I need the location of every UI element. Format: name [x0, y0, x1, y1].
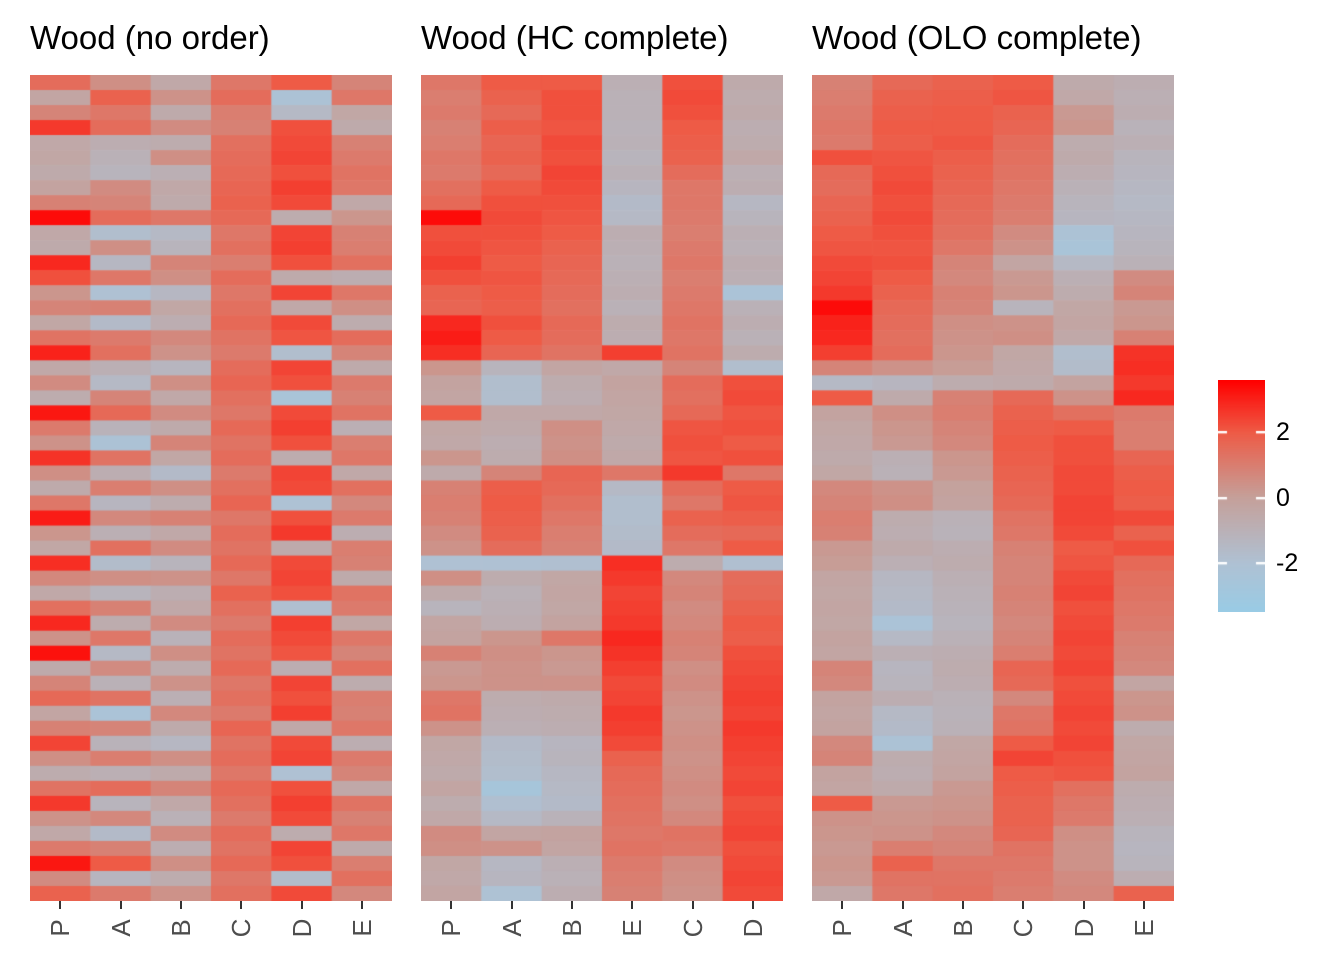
x-axis-label: B — [165, 919, 196, 937]
x-axis-tick — [510, 901, 513, 909]
x-axis-tick — [360, 901, 363, 909]
x-axis-label: C — [226, 918, 257, 938]
heatmap-no-order — [30, 75, 392, 901]
x-axis-tick — [450, 901, 453, 909]
panel-title-olo-complete: Wood (OLO complete) — [812, 19, 1142, 56]
x-axis-tick — [570, 901, 573, 909]
x-axis-label: P — [436, 919, 467, 937]
x-axis-label: E — [1128, 919, 1159, 937]
x-axis-label: B — [947, 919, 978, 937]
x-axis-label: D — [737, 918, 768, 938]
x-axis-tick — [1142, 901, 1145, 909]
x-axis-tick — [300, 901, 303, 909]
x-axis-tick — [59, 901, 62, 909]
legend-tick-label: 2 — [1276, 418, 1290, 447]
x-axis-label: D — [1068, 918, 1099, 938]
x-axis-label: A — [496, 919, 527, 937]
x-axis-tick — [1022, 901, 1025, 909]
x-axis-tick — [240, 901, 243, 909]
x-axis-tick — [1082, 901, 1085, 909]
x-axis-tick — [961, 901, 964, 909]
x-axis-tick — [841, 901, 844, 909]
x-axis-tick — [901, 901, 904, 909]
x-axis-label: B — [556, 919, 587, 937]
x-axis-label: E — [617, 919, 648, 937]
x-axis-tick — [751, 901, 754, 909]
heatmap-hc-complete — [421, 75, 783, 901]
x-axis-label: A — [887, 919, 918, 937]
x-axis-label: C — [677, 918, 708, 938]
x-axis-tick — [631, 901, 634, 909]
legend-tick-label: 0 — [1276, 483, 1290, 512]
x-axis-label: E — [346, 919, 377, 937]
x-axis-label: D — [286, 918, 317, 938]
legend-tick-label: -2 — [1276, 548, 1299, 577]
x-axis-tick — [119, 901, 122, 909]
x-axis-label: C — [1008, 918, 1039, 938]
heatmap-olo-complete — [812, 75, 1174, 901]
x-axis-label: A — [105, 919, 136, 937]
legend-colorbar — [1218, 380, 1265, 612]
x-axis-label: P — [827, 919, 858, 937]
panel-title-hc-complete: Wood (HC complete) — [421, 19, 729, 56]
x-axis-label: P — [45, 919, 76, 937]
x-axis-tick — [691, 901, 694, 909]
panel-title-no-order: Wood (no order) — [30, 19, 270, 56]
x-axis-tick — [179, 901, 182, 909]
